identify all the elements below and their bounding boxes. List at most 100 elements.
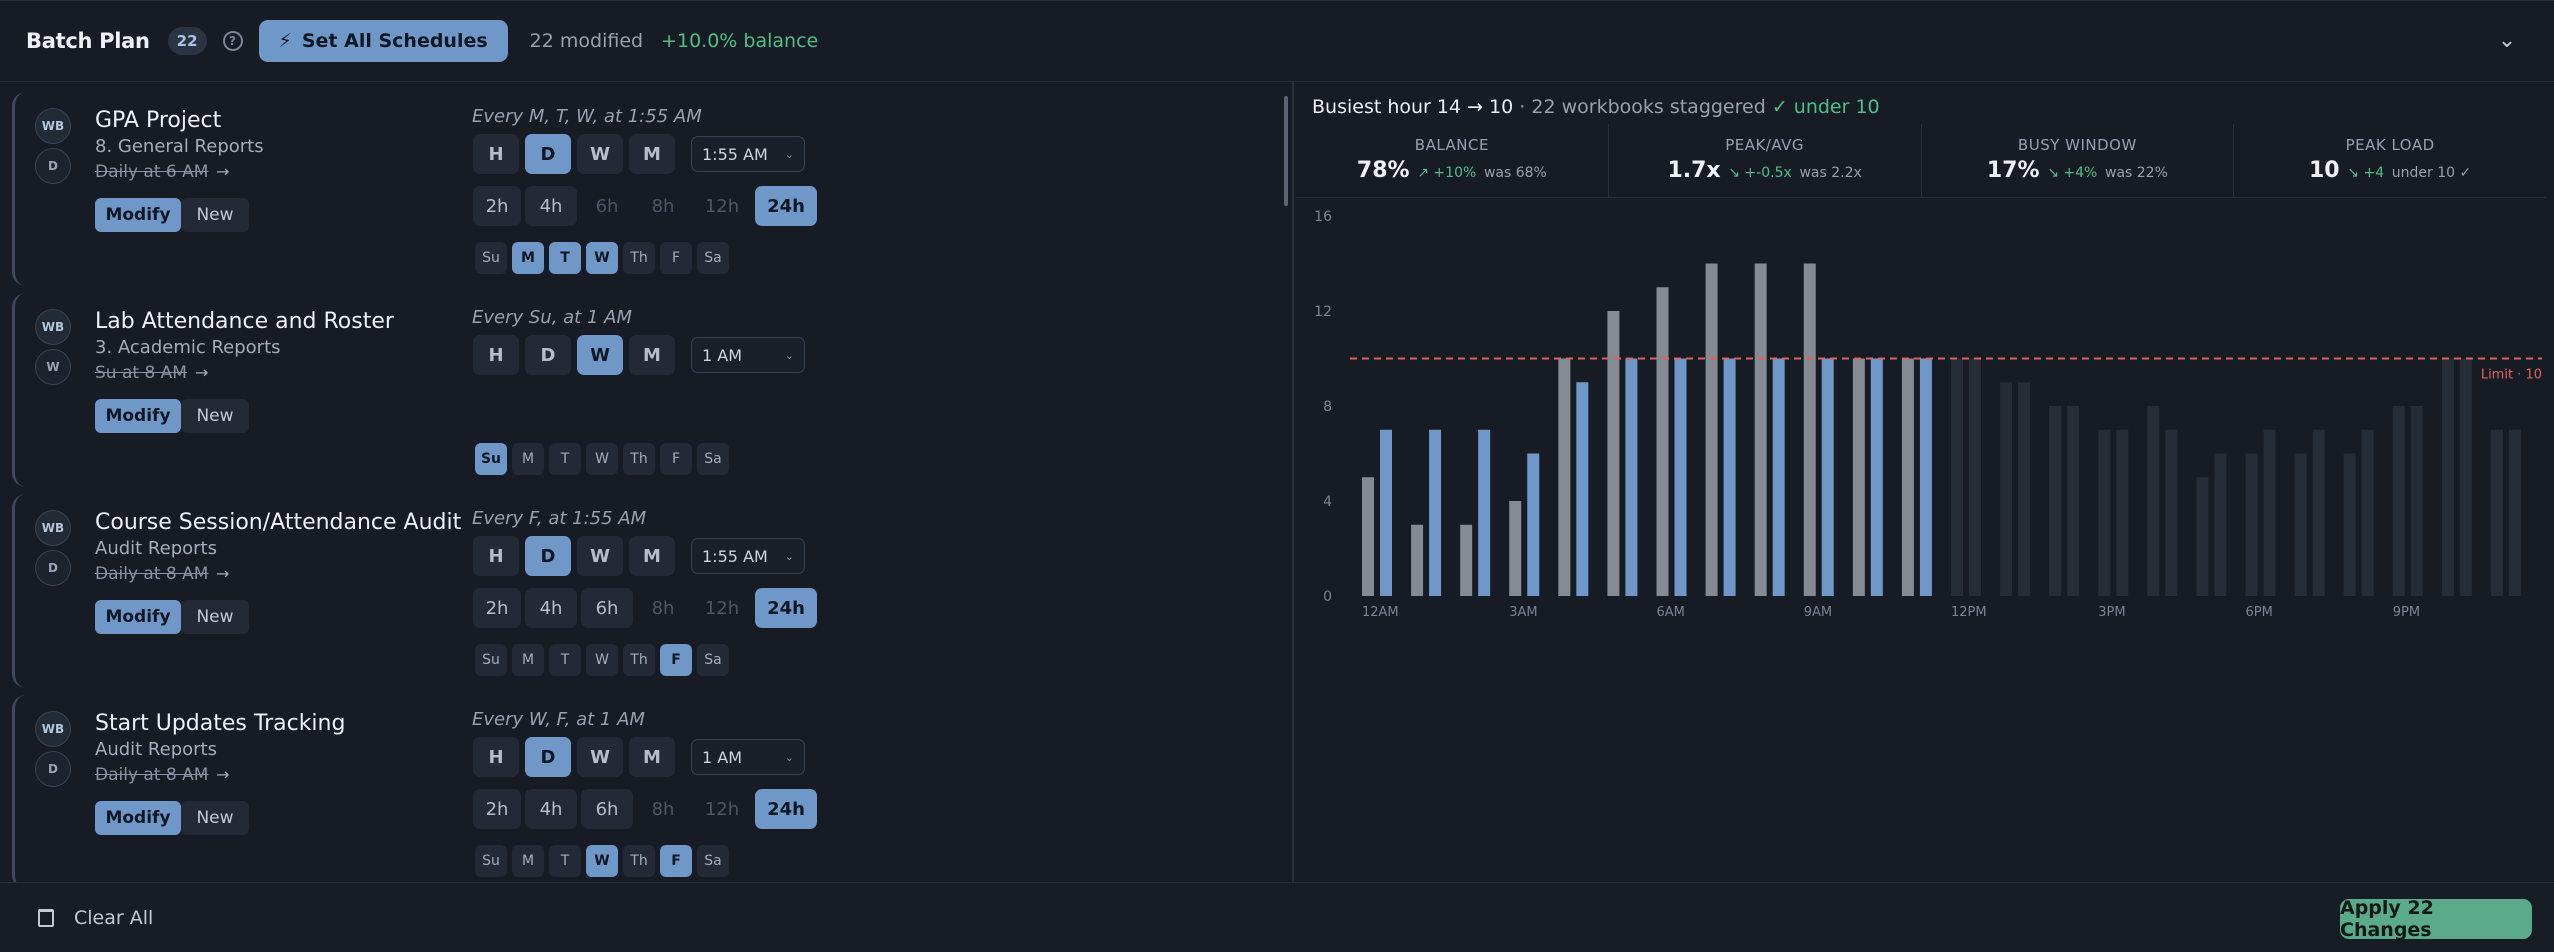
interval-option[interactable]: 4h xyxy=(525,789,577,829)
modify-button[interactable]: Modify xyxy=(95,198,181,232)
interval-option[interactable]: 8h xyxy=(651,597,675,619)
clear-all-button[interactable]: Clear All xyxy=(38,907,153,929)
under-limit-badge: ✓ under 10 xyxy=(1771,96,1880,118)
apply-changes-button[interactable]: Apply 22 Changes xyxy=(2340,897,2532,941)
day-toggle[interactable]: Sa xyxy=(697,242,729,274)
modify-button[interactable]: Modify xyxy=(95,801,181,835)
metric-label: BUSY WINDOW xyxy=(2017,136,2137,154)
day-toggle[interactable]: M xyxy=(512,845,544,877)
interval-option[interactable]: 12h xyxy=(704,798,740,820)
day-toggle[interactable]: F xyxy=(660,845,692,877)
interval-option[interactable]: 8h xyxy=(651,798,675,820)
frequency-option[interactable]: H xyxy=(473,134,519,174)
frequency-option[interactable]: H xyxy=(473,737,519,777)
day-toggle[interactable]: Th xyxy=(623,644,655,676)
frequency-option[interactable]: D xyxy=(525,134,571,174)
frequency-option[interactable]: D xyxy=(525,737,571,777)
frequency-option[interactable]: H xyxy=(473,536,519,576)
day-toggle[interactable]: Sa xyxy=(697,443,729,475)
day-toggle[interactable]: Su xyxy=(475,845,507,877)
day-toggle[interactable]: T xyxy=(549,644,581,676)
time-select[interactable]: 1 AM ⌄ xyxy=(691,739,805,775)
metric-value: 10 xyxy=(2309,158,2340,183)
modify-button[interactable]: Modify xyxy=(95,399,181,433)
day-toggle[interactable]: W xyxy=(586,443,618,475)
chevron-down-icon: ⌄ xyxy=(784,549,794,563)
frequency-option[interactable]: W xyxy=(577,335,623,375)
bar-after xyxy=(2018,382,2031,596)
day-toggle[interactable]: W xyxy=(586,845,618,877)
interval-option[interactable]: 2h xyxy=(473,588,521,628)
metric-value: 17% xyxy=(1986,158,2040,183)
interval-option[interactable]: 4h xyxy=(525,588,577,628)
chevron-down-icon[interactable]: ⌄ xyxy=(2497,27,2517,53)
interval-option[interactable]: 6h xyxy=(581,789,633,829)
interval-option[interactable]: 12h xyxy=(704,195,740,217)
bar-after xyxy=(2508,429,2521,596)
day-toggle[interactable]: Sa xyxy=(697,845,729,877)
day-toggle[interactable]: Su xyxy=(475,644,507,676)
metric-delta: ↘ +4 xyxy=(2347,165,2385,181)
frequency-option[interactable]: D xyxy=(525,536,571,576)
time-select[interactable]: 1:55 AM ⌄ xyxy=(691,136,805,172)
frequency-option[interactable]: W xyxy=(577,536,623,576)
day-toggle[interactable]: M xyxy=(512,443,544,475)
new-button[interactable]: New xyxy=(181,198,249,232)
new-button[interactable]: New xyxy=(181,399,249,433)
day-toggle[interactable]: Su xyxy=(475,443,507,475)
modify-button[interactable]: Modify xyxy=(95,600,181,634)
frequency-option[interactable]: M xyxy=(629,536,675,576)
list-scrollbar[interactable] xyxy=(1284,96,1288,206)
interval-option[interactable]: 24h xyxy=(755,789,817,829)
old-schedule: Daily at 8 AM xyxy=(95,564,209,584)
interval-option[interactable]: 6h xyxy=(595,195,619,217)
interval-option[interactable]: 4h xyxy=(525,186,577,226)
day-toggle[interactable]: Sa xyxy=(697,644,729,676)
workbook-category: 8. General Reports xyxy=(95,136,264,157)
new-button[interactable]: New xyxy=(181,600,249,634)
modified-count: 22 modified xyxy=(529,30,644,52)
workbook-category: 3. Academic Reports xyxy=(95,337,281,358)
day-toggle[interactable]: F xyxy=(660,242,692,274)
interval-option[interactable]: 24h xyxy=(755,588,817,628)
day-toggle[interactable]: W xyxy=(586,242,618,274)
time-select[interactable]: 1:55 AM ⌄ xyxy=(691,538,805,574)
staggered-count: · 22 workbooks staggered xyxy=(1519,96,1766,118)
x-tick-label: 12AM xyxy=(1362,605,1399,620)
bar-after xyxy=(2312,429,2325,596)
day-toggle[interactable]: Th xyxy=(623,845,655,877)
day-toggle[interactable]: M xyxy=(512,242,544,274)
day-toggle[interactable]: Th xyxy=(623,443,655,475)
frequency-option[interactable]: W xyxy=(577,737,623,777)
frequency-option[interactable]: M xyxy=(629,134,675,174)
set-all-schedules-button[interactable]: ⚡ Set All Schedules xyxy=(258,20,508,62)
frequency-option[interactable]: M xyxy=(629,737,675,777)
time-value: 1 AM xyxy=(702,345,743,365)
day-toggle[interactable]: T xyxy=(549,845,581,877)
time-select[interactable]: 1 AM ⌄ xyxy=(691,337,805,373)
interval-option[interactable]: 24h xyxy=(755,186,817,226)
frequency-option[interactable]: W xyxy=(577,134,623,174)
frequency-option[interactable]: D xyxy=(525,335,571,375)
day-toggle[interactable]: M xyxy=(512,644,544,676)
frequency-option[interactable]: H xyxy=(473,335,519,375)
bar-before xyxy=(1656,287,1669,596)
question-circle-icon[interactable]: ? xyxy=(222,31,243,51)
new-button[interactable]: New xyxy=(181,801,249,835)
day-toggle[interactable]: Th xyxy=(623,242,655,274)
day-toggle[interactable]: F xyxy=(660,443,692,475)
interval-option[interactable]: 12h xyxy=(704,597,740,619)
interval-option[interactable]: 8h xyxy=(651,195,675,217)
interval-option[interactable]: 2h xyxy=(473,789,521,829)
day-toggle[interactable]: Su xyxy=(475,242,507,274)
day-toggle[interactable]: T xyxy=(549,242,581,274)
day-toggle[interactable]: T xyxy=(549,443,581,475)
metrics-row: BALANCE 78% ↗ +10% was 68% PEAK/AVG 1.7x … xyxy=(1296,124,2546,198)
day-toggle[interactable]: F xyxy=(660,644,692,676)
interval-option[interactable]: 6h xyxy=(581,588,633,628)
workbook-tag: WB xyxy=(35,711,71,747)
day-toggle[interactable]: W xyxy=(586,644,618,676)
y-tick-label: 16 xyxy=(1314,209,1332,225)
frequency-option[interactable]: M xyxy=(629,335,675,375)
interval-option[interactable]: 2h xyxy=(473,186,521,226)
